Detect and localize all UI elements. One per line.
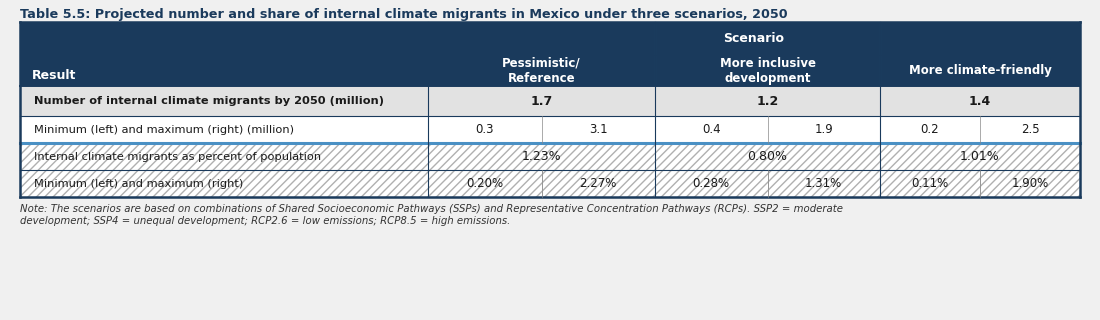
Text: 1.9: 1.9 bbox=[814, 123, 833, 136]
Bar bbox=[20, 86, 428, 116]
Bar bbox=[768, 170, 880, 197]
Bar bbox=[20, 55, 428, 86]
Text: 3.1: 3.1 bbox=[588, 123, 607, 136]
Bar bbox=[768, 170, 880, 197]
Text: 1.4: 1.4 bbox=[969, 94, 991, 108]
Text: More inclusive
development: More inclusive development bbox=[719, 57, 815, 84]
Bar bbox=[880, 170, 980, 197]
Text: More climate-friendly: More climate-friendly bbox=[909, 64, 1052, 77]
Text: Internal climate migrants as percent of population: Internal climate migrants as percent of … bbox=[34, 151, 321, 162]
Bar bbox=[980, 170, 1080, 197]
Bar bbox=[20, 170, 428, 197]
Text: Result: Result bbox=[32, 69, 76, 82]
Text: 1.01%: 1.01% bbox=[960, 150, 1000, 163]
Text: Table 5.5: Projected number and share of internal climate migrants in Mexico und: Table 5.5: Projected number and share of… bbox=[20, 8, 788, 21]
Text: 0.2: 0.2 bbox=[921, 123, 939, 136]
Text: Number of internal climate migrants by 2050 (million): Number of internal climate migrants by 2… bbox=[34, 96, 384, 106]
Bar bbox=[980, 170, 1080, 197]
Bar bbox=[654, 86, 880, 116]
Bar bbox=[541, 170, 654, 197]
Bar bbox=[20, 143, 428, 170]
Bar bbox=[20, 116, 428, 143]
Text: 1.2: 1.2 bbox=[757, 94, 779, 108]
Bar bbox=[20, 143, 428, 170]
Bar bbox=[428, 143, 654, 170]
Text: Pessimistic/
Reference: Pessimistic/ Reference bbox=[503, 57, 581, 84]
Bar bbox=[428, 170, 541, 197]
Bar bbox=[880, 55, 1080, 86]
Bar bbox=[654, 116, 768, 143]
Bar bbox=[20, 170, 428, 197]
Bar bbox=[20, 22, 428, 55]
Bar bbox=[880, 116, 980, 143]
Bar bbox=[880, 86, 1080, 116]
Bar bbox=[980, 116, 1080, 143]
Bar bbox=[654, 170, 768, 197]
Text: 0.3: 0.3 bbox=[475, 123, 494, 136]
Bar bbox=[768, 116, 880, 143]
Text: Minimum (left) and maximum (right) (million): Minimum (left) and maximum (right) (mill… bbox=[34, 124, 294, 134]
Bar bbox=[428, 55, 654, 86]
Text: 0.11%: 0.11% bbox=[912, 177, 948, 190]
Text: 1.31%: 1.31% bbox=[805, 177, 843, 190]
Text: 2.27%: 2.27% bbox=[580, 177, 617, 190]
Text: 0.80%: 0.80% bbox=[748, 150, 788, 163]
Bar bbox=[654, 55, 880, 86]
Bar bbox=[541, 170, 654, 197]
Text: 0.20%: 0.20% bbox=[466, 177, 504, 190]
Text: 1.90%: 1.90% bbox=[1011, 177, 1048, 190]
Text: Note: The scenarios are based on combinations of Shared Socioeconomic Pathways (: Note: The scenarios are based on combina… bbox=[20, 204, 843, 226]
Text: 1.7: 1.7 bbox=[530, 94, 552, 108]
Bar bbox=[428, 143, 654, 170]
Bar bbox=[654, 143, 880, 170]
Bar bbox=[428, 86, 654, 116]
Bar bbox=[428, 116, 541, 143]
Bar bbox=[880, 143, 1080, 170]
Text: Minimum (left) and maximum (right): Minimum (left) and maximum (right) bbox=[34, 179, 243, 188]
Text: 0.28%: 0.28% bbox=[693, 177, 729, 190]
Text: 2.5: 2.5 bbox=[1021, 123, 1040, 136]
Bar bbox=[541, 116, 654, 143]
Bar bbox=[880, 170, 980, 197]
Text: 1.23%: 1.23% bbox=[521, 150, 561, 163]
Bar bbox=[428, 170, 541, 197]
Bar bbox=[654, 170, 768, 197]
Bar bbox=[654, 143, 880, 170]
Bar bbox=[428, 22, 1080, 55]
Text: 0.4: 0.4 bbox=[702, 123, 721, 136]
Text: Scenario: Scenario bbox=[724, 32, 784, 45]
Bar bbox=[880, 143, 1080, 170]
